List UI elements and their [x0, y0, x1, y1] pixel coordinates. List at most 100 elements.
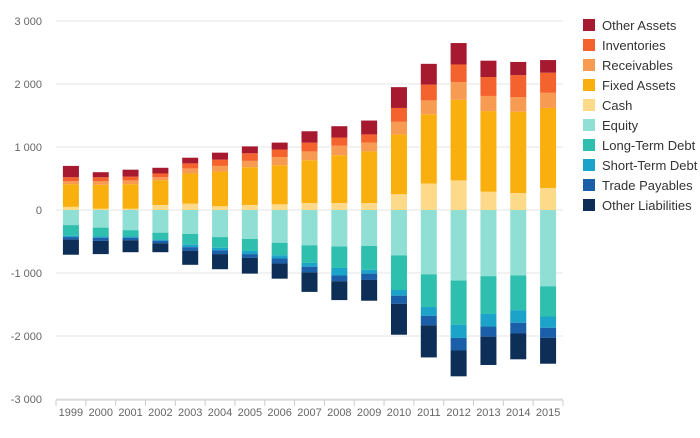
- bar-segment: [331, 275, 348, 282]
- bar-segment: [152, 167, 169, 174]
- bar-segment: [420, 210, 437, 275]
- bar-segment: [62, 206, 79, 210]
- bar-segment: [182, 203, 199, 210]
- bar-segment: [331, 137, 348, 146]
- bar-segment: [390, 87, 407, 108]
- bar-segment: [480, 77, 497, 96]
- bar-segment: [331, 210, 348, 247]
- legend-swatch: [583, 159, 595, 171]
- bar-segment: [212, 152, 229, 160]
- bar-segment: [62, 181, 79, 185]
- bar-segment: [92, 236, 109, 238]
- x-tick-label: 1999: [59, 407, 83, 419]
- bar-segment: [241, 146, 258, 154]
- bar-segment: [301, 151, 318, 161]
- bar-segment: [331, 126, 348, 138]
- bar-segment: [510, 333, 527, 360]
- y-tick-label: -3 000: [11, 394, 42, 406]
- legend-swatch: [583, 19, 595, 31]
- bar-segment: [92, 184, 109, 209]
- bar-segment: [390, 134, 407, 195]
- bar-segment: [241, 254, 258, 258]
- bar-segment: [241, 250, 258, 255]
- bar-segment: [540, 72, 557, 93]
- bar-segment: [540, 337, 557, 364]
- bar-segment: [271, 258, 288, 264]
- bar-segment: [331, 145, 348, 156]
- bar-segment: [122, 237, 139, 241]
- bar-segment: [62, 225, 79, 236]
- bar-segment: [420, 100, 437, 115]
- bar-segment: [182, 244, 199, 248]
- bar-segment: [122, 208, 139, 210]
- bar-segment: [92, 208, 109, 210]
- legend-label: Long-Term Debt: [602, 138, 696, 153]
- legend-swatch: [583, 99, 595, 111]
- x-tick-label: 2009: [357, 407, 381, 419]
- bar-segment: [480, 60, 497, 78]
- bar-segment: [510, 97, 527, 112]
- bar-segment: [301, 142, 318, 152]
- x-tick-label: 2002: [148, 407, 172, 419]
- bar-segment: [271, 210, 288, 243]
- bar-segment: [450, 64, 467, 83]
- x-tick-label: 2014: [506, 407, 530, 419]
- bar-segment: [62, 177, 79, 182]
- bar-segment: [331, 281, 348, 301]
- bar-segment: [510, 310, 527, 323]
- legend-label: Inventories: [602, 38, 666, 53]
- bar-segment: [301, 210, 318, 246]
- bar-segment: [122, 210, 139, 231]
- bar-segment: [212, 237, 229, 248]
- bar-segment: [271, 204, 288, 210]
- legend-label: Short-Term Debt: [602, 158, 698, 173]
- x-tick-label: 2011: [417, 407, 441, 419]
- bar-segment: [212, 206, 229, 210]
- bar-segment: [62, 210, 79, 226]
- bar-segment: [301, 266, 318, 273]
- bar-segment: [62, 235, 79, 238]
- bar-segment: [271, 242, 288, 256]
- bar-segment: [510, 61, 527, 76]
- bar-segment: [361, 142, 378, 152]
- bar-segment: [540, 316, 557, 328]
- bar-segment: [390, 295, 407, 304]
- bar-segment: [331, 203, 348, 210]
- bars: [62, 43, 557, 377]
- bar-segment: [62, 165, 79, 178]
- legend: Other Assets Inventories Receivables Fixed …: [583, 18, 698, 213]
- bar-segment: [182, 247, 199, 251]
- bar-segment: [540, 210, 557, 287]
- bar-segment: [480, 313, 497, 327]
- bar-segment: [301, 272, 318, 292]
- bar-segment: [331, 267, 348, 276]
- bar-segment: [92, 210, 109, 228]
- bar-segment: [450, 210, 467, 281]
- bar-segment: [540, 327, 557, 338]
- bar-segment: [301, 262, 318, 267]
- bar-segment: [212, 165, 229, 172]
- bar-segment: [182, 233, 199, 245]
- bar-segment: [480, 210, 497, 277]
- bar-segment: [241, 210, 258, 239]
- bar-segment: [420, 183, 437, 210]
- bar-segment: [271, 142, 288, 150]
- bar-segment: [510, 192, 527, 210]
- x-tick-label: 2004: [208, 407, 232, 419]
- bar-segment: [450, 350, 467, 377]
- bar-segment: [241, 153, 258, 161]
- bar-segment: [390, 210, 407, 256]
- bar-segment: [480, 276, 497, 314]
- bar-segment: [361, 273, 378, 280]
- bar-segment: [540, 60, 557, 73]
- bar-segment: [301, 160, 318, 204]
- bar-segment: [241, 160, 258, 168]
- bar-segment: [92, 172, 109, 178]
- legend-swatch: [583, 39, 595, 51]
- legend-swatch: [583, 139, 595, 151]
- y-tick-label: 3 000: [14, 16, 42, 28]
- bar-segment: [450, 43, 467, 65]
- y-tick-label: 0: [36, 205, 42, 217]
- bar-segment: [212, 159, 229, 166]
